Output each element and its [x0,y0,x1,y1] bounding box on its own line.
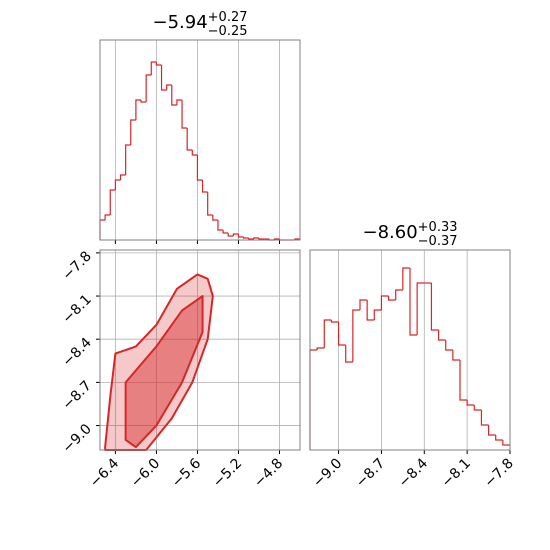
histogram-step [212,215,218,221]
histogram-step [366,300,375,321]
title-lower: −0.25 [208,24,248,39]
histogram-step [171,85,177,106]
histogram-step [345,345,353,363]
histogram-step [387,296,396,301]
x-tick-label: −7.8 [481,456,516,491]
contour [104,273,214,451]
x-tick-label: −4.8 [251,456,286,491]
x-tick-label: −5.6 [169,455,204,490]
histogram-step [242,237,249,239]
histogram-step [130,119,136,145]
histogram-step [380,295,389,310]
x-tick-label: −5.2 [210,456,245,491]
histogram-step [222,230,229,234]
histogram-step [359,299,368,310]
histogram-step [330,320,339,323]
histogram-step [135,99,142,120]
histogram-step [430,283,439,331]
histogram-step [140,100,147,103]
histogram-step [227,233,234,237]
histogram-step [445,340,453,351]
axes-frame [309,249,511,451]
y-tick-label: −8.4 [59,335,94,370]
histogram-step [119,174,126,180]
histogram-step [473,405,482,411]
y-tick-label: −9.0 [59,421,94,456]
histogram-step [373,309,382,320]
title-upper: +0.27 [208,10,248,25]
histogram-step [104,214,111,220]
x-tick-label: −6.4 [87,455,122,490]
histogram-step [253,237,259,239]
histogram-step [459,360,468,401]
histogram-step [416,282,425,335]
histogram-step [217,220,224,231]
x-tick-label: −8.7 [353,456,388,491]
histogram-step [150,61,157,75]
histogram-step [160,65,167,91]
histogram-step [109,189,116,215]
histogram-step [258,238,265,240]
histogram-step [316,347,325,350]
panel-title: −8.60+0.33 −0.37 [362,220,457,249]
histogram-step [409,268,418,336]
title-value: −8.60 [362,222,417,243]
axes-frame [99,249,301,451]
histogram-step [309,349,318,450]
y-tick-label: −7.8 [59,248,94,283]
axes-frame [99,39,301,241]
x-tick-label: −6.0 [128,456,163,491]
title-upper: +0.33 [418,220,458,235]
histogram-step [145,74,152,102]
histogram-step [196,155,203,181]
histogram-step [495,435,503,441]
histogram-step [248,238,254,240]
histogram-step [201,180,208,193]
contour [124,295,204,449]
histogram-step [437,330,446,341]
title-lower: −0.37 [418,234,458,249]
histogram-step [323,319,332,348]
histogram-step [502,440,510,446]
histogram-step [487,425,496,436]
histogram-step [191,150,198,156]
histogram-step [207,192,213,216]
histogram-step [452,350,460,361]
histogram-step [186,128,193,151]
x-tick-label: −8.4 [396,455,431,490]
y-tick-label: −8.1 [59,292,94,327]
x-tick-label: −9.0 [310,456,345,491]
histogram-step [99,219,106,240]
title-value: −5.94 [152,12,207,33]
histogram-step [352,309,360,362]
histogram-step [232,233,239,236]
x-tick-label: −8.1 [439,456,474,491]
histogram-step [125,144,131,175]
panel-title: −5.94+0.27 −0.25 [152,10,247,39]
histogram-step [395,289,403,300]
histogram-step [155,62,162,66]
histogram-step [166,84,172,90]
histogram-step [176,99,183,105]
histogram-step [466,400,475,406]
histogram-step [480,410,489,426]
histogram-step [181,100,188,129]
histogram-step [114,179,121,190]
histogram-step [402,267,410,290]
y-tick-label: −8.7 [59,378,94,413]
histogram-step [237,234,244,238]
histogram-step [337,322,346,346]
